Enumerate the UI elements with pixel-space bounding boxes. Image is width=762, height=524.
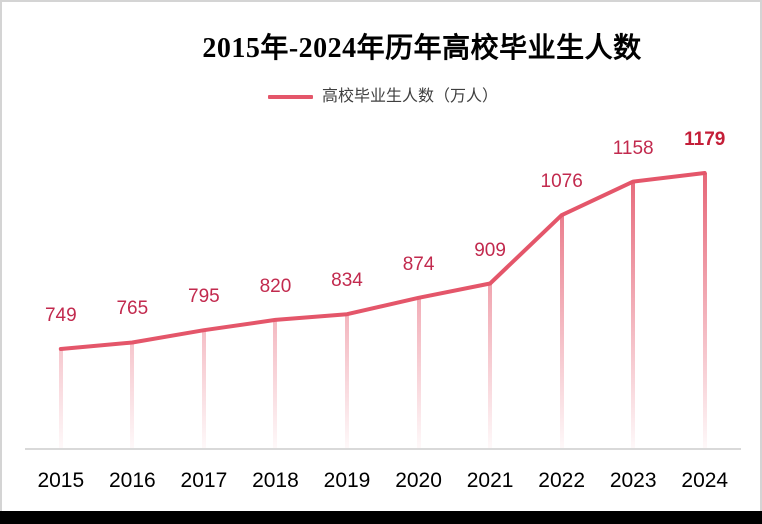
- x-axis-label: 2017: [180, 469, 228, 492]
- plot-area: 749 765 795 820 834 874 909 1076 1158 1179 2015 201…: [2, 2, 762, 513]
- x-axis-label: 2016: [108, 469, 156, 492]
- x-axis-label: 2015: [37, 469, 85, 492]
- data-label: 909: [474, 239, 506, 261]
- bottom-black-bar: [0, 511, 762, 524]
- x-axis-line: [25, 448, 741, 450]
- data-label: 1179: [684, 129, 726, 150]
- drop-line: [58, 349, 63, 448]
- drop-line: [130, 342, 135, 448]
- legend: 高校毕业生人数（万人）: [2, 86, 762, 108]
- data-label: 874: [402, 253, 435, 275]
- drop-line: [631, 181, 636, 448]
- drop-line: [201, 330, 206, 448]
- x-axis-label: 2024: [681, 469, 729, 492]
- chart-title: 2015年-2024年历年高校毕业生人数: [202, 33, 642, 64]
- drop-line: [702, 173, 707, 448]
- data-label: 820: [259, 275, 292, 297]
- data-label: 765: [116, 298, 149, 320]
- x-axis-label: 2022: [538, 469, 585, 492]
- drop-line: [488, 283, 493, 448]
- legend-line-swatch: [267, 95, 313, 99]
- data-label: 1076: [540, 171, 583, 193]
- chart-panel: 2015年-2024年历年高校毕业生人数 高校毕业生人数（万人） 749 765 7…: [0, 0, 762, 511]
- drop-line: [345, 314, 349, 448]
- data-label: 749: [44, 305, 77, 326]
- x-axis-label: 2020: [395, 469, 442, 492]
- drop-line: [273, 319, 278, 448]
- drop-line: [559, 215, 564, 448]
- x-axis-label: 2023: [609, 469, 657, 492]
- data-label: 795: [188, 286, 220, 308]
- x-axis-label: 2018: [252, 469, 299, 492]
- data-label: 834: [331, 270, 363, 292]
- legend-label: 高校毕业生人数（万人）: [321, 88, 498, 105]
- x-axis-label: 2021: [466, 469, 514, 492]
- x-axis-label: 2019: [323, 469, 371, 492]
- drop-line: [416, 297, 421, 448]
- data-label: 1158: [612, 137, 654, 159]
